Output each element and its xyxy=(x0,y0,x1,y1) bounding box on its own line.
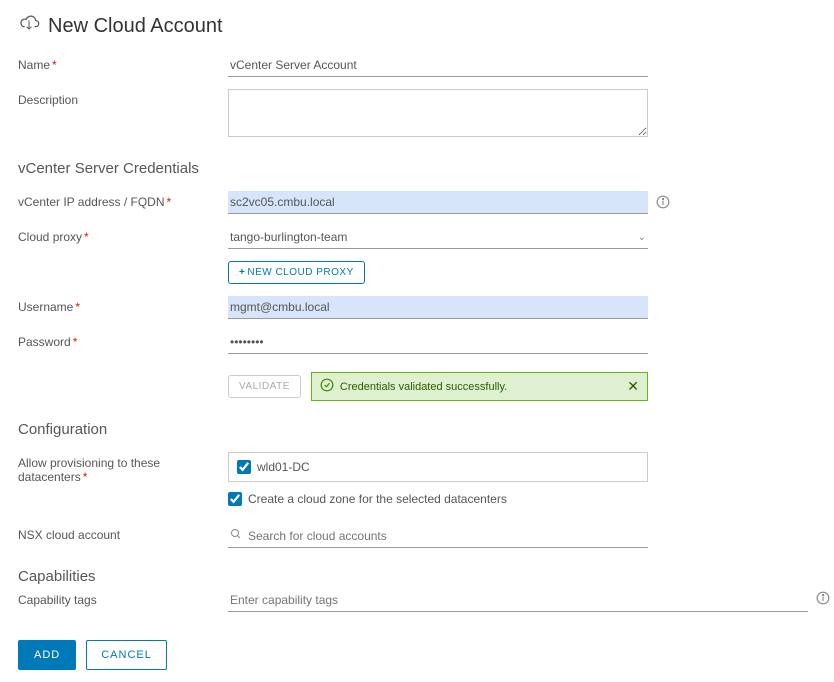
cancel-button[interactable]: CANCEL xyxy=(86,640,167,670)
new-cloud-proxy-button[interactable]: +NEW CLOUD PROXY xyxy=(228,261,365,284)
vcenter-ip-input[interactable] xyxy=(228,191,648,214)
cloud-proxy-select[interactable]: tango-burlington-team ⌄ xyxy=(228,226,648,249)
label-username: Username* xyxy=(18,296,228,314)
label-name: Name* xyxy=(18,54,228,72)
label-nsx-cloud-account: NSX cloud account xyxy=(18,524,228,542)
page-title: New Cloud Account xyxy=(18,12,816,40)
name-input[interactable] xyxy=(228,54,648,77)
checkmark-circle-icon xyxy=(320,378,334,395)
nsx-search-input[interactable] xyxy=(248,529,646,543)
add-button[interactable]: ADD xyxy=(18,640,76,670)
section-capabilities-heading: Capabilities xyxy=(18,568,816,585)
label-vcenter-ip: vCenter IP address / FQDN* xyxy=(18,191,228,209)
validation-message: Credentials validated successfully. ✕ xyxy=(311,372,648,401)
cloud-icon xyxy=(18,12,40,40)
label-capability-tags: Capability tags xyxy=(18,589,228,607)
password-input[interactable] xyxy=(228,331,648,354)
datacenter-checkbox[interactable] xyxy=(237,460,251,474)
label-cloud-proxy: Cloud proxy* xyxy=(18,226,228,244)
nsx-search-field[interactable] xyxy=(228,524,648,548)
close-icon[interactable]: ✕ xyxy=(627,378,639,395)
search-icon xyxy=(230,528,242,543)
section-configuration-heading: Configuration xyxy=(18,421,816,438)
create-cloud-zone-label: Create a cloud zone for the selected dat… xyxy=(248,492,507,506)
info-icon[interactable] xyxy=(656,195,670,209)
label-allow-provisioning: Allow provisioning to these datacenters* xyxy=(18,452,228,484)
capability-tags-input[interactable] xyxy=(228,589,808,612)
username-input[interactable] xyxy=(228,296,648,319)
page-title-text: New Cloud Account xyxy=(48,15,223,38)
datacenter-label: wld01-DC xyxy=(257,460,310,474)
validate-button[interactable]: VALIDATE xyxy=(228,375,301,398)
section-credentials-heading: vCenter Server Credentials xyxy=(18,160,816,177)
label-description: Description xyxy=(18,89,228,107)
datacenter-box[interactable]: wld01-DC xyxy=(228,452,648,482)
label-password: Password* xyxy=(18,331,228,349)
info-icon[interactable] xyxy=(816,591,830,605)
create-cloud-zone-checkbox[interactable] xyxy=(228,492,242,506)
description-textarea[interactable] xyxy=(228,89,648,137)
chevron-down-icon: ⌄ xyxy=(638,232,646,243)
